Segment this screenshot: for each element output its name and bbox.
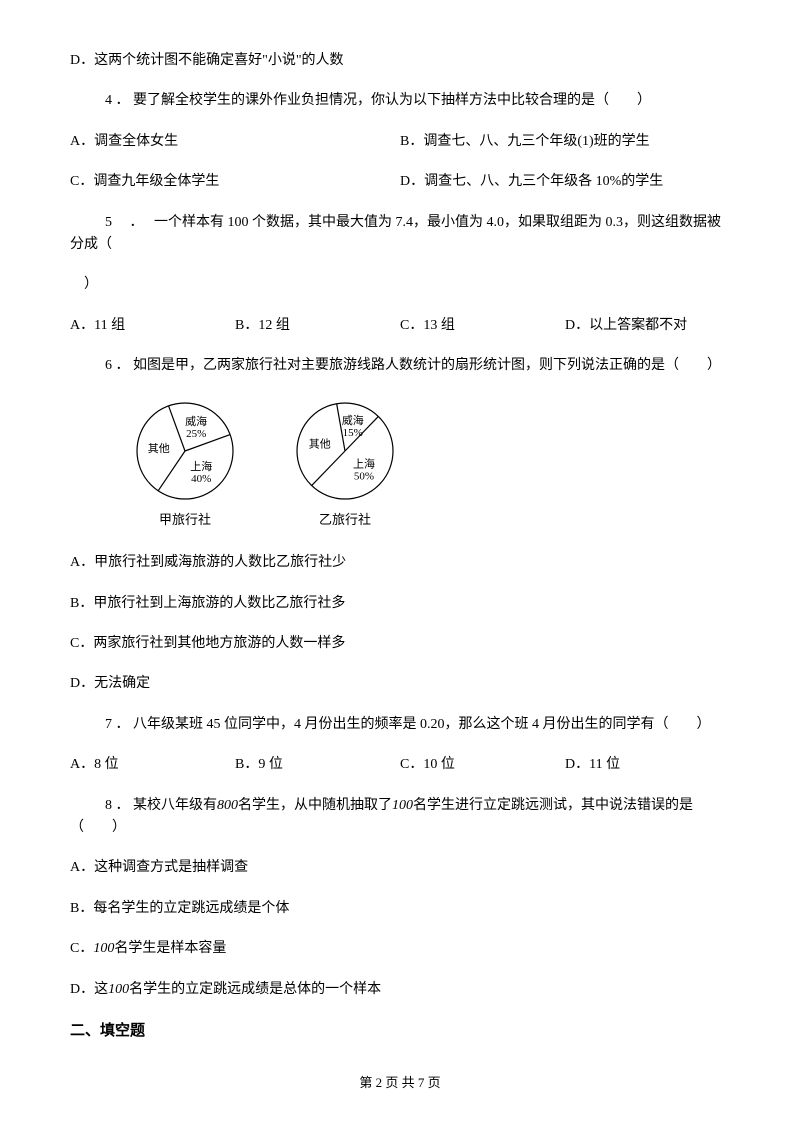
q5-option-c: C．13 组 [400, 315, 565, 337]
prev-question-option-d: D．这两个统计图不能确定喜好"小说"的人数 [70, 50, 730, 72]
q6-right-caption: 乙旅行社 [290, 510, 400, 531]
q8-d-pre: D．这 [70, 982, 108, 997]
q6-stem: 6 ． 如图是甲，乙两家旅行社对主要旅游线路人数统计的扇形统计图，则下列说法正确… [70, 355, 730, 377]
q5-option-b: B．12 组 [235, 315, 400, 337]
q6-chart-left: 威海25% 上海40% 其他 甲旅行社 [130, 396, 240, 531]
q4-option-c: C．调查九年级全体学生 [70, 171, 400, 193]
page-content: D．这两个统计图不能确定喜好"小说"的人数 4 ． 要了解全校学生的课外作业负担… [0, 0, 800, 1124]
svg-text:上海: 上海 [190, 458, 212, 472]
svg-text:上海: 上海 [353, 456, 375, 470]
q7-stem: 7 ． 八年级某班 45 位同学中，4 月份出生的频率是 0.20，那么这个班 … [70, 714, 730, 736]
q6-left-caption: 甲旅行社 [130, 510, 240, 531]
q5-option-a: A．11 组 [70, 315, 235, 337]
q5-stem-l2: ） [70, 274, 730, 296]
pie-chart-yi: 威海15% 上海50% 其他 [290, 396, 400, 506]
q6-charts: 威海25%上海40%其他 甲旅行社 威海15%上海50%其他 乙旅行社 [130, 396, 730, 531]
q8-option-d: D．这100名学生的立定跳远成绩是总体的一个样本 [70, 979, 730, 1001]
section-2-title: 二、填空题 [70, 1019, 730, 1043]
q8-d-post: 名学生的立定跳远成绩是总体的一个样本 [129, 982, 381, 997]
svg-text:其他: 其他 [148, 441, 170, 454]
q8-num1: 800 [217, 798, 238, 813]
q4-option-a: A．调查全体女生 [70, 131, 400, 153]
svg-text:威海: 威海 [185, 414, 207, 428]
q8-d-num: 100 [108, 982, 129, 997]
q4-stem: 4 ． 要了解全校学生的课外作业负担情况，你认为以下抽样方法中比较合理的是（ ） [70, 90, 730, 112]
q8-mid1: 名学生，从中随机抽取了 [238, 798, 392, 813]
q8-num2: 100 [392, 798, 413, 813]
q5-options: A．11 组 B．12 组 C．13 组 D．以上答案都不对 [70, 315, 730, 337]
q8-option-c: C．100名学生是样本容量 [70, 938, 730, 960]
svg-text:其他: 其他 [309, 437, 331, 450]
page-footer: 第 2 页 共 7 页 [70, 1073, 730, 1094]
q4-option-d: D．调查七、八、九三个年级各 10%的学生 [400, 171, 730, 193]
q6-option-a: A．甲旅行社到威海旅游的人数比乙旅行社少 [70, 552, 730, 574]
q7-option-a: A．8 位 [70, 754, 235, 776]
q6-option-b: B．甲旅行社到上海旅游的人数比乙旅行社多 [70, 593, 730, 615]
svg-text:25%: 25% [186, 428, 206, 440]
svg-text:50%: 50% [354, 470, 374, 482]
q7-options: A．8 位 B．9 位 C．10 位 D．11 位 [70, 754, 730, 776]
pie-chart-jia: 威海25% 上海40% 其他 [130, 396, 240, 506]
q4-row2: C．调查九年级全体学生 D．调查七、八、九三个年级各 10%的学生 [70, 171, 730, 193]
q7-option-c: C．10 位 [400, 754, 565, 776]
q4-row1: A．调查全体女生 B．调查七、八、九三个年级(1)班的学生 [70, 131, 730, 153]
svg-text:40%: 40% [191, 472, 211, 484]
svg-text:15%: 15% [343, 426, 363, 438]
q5-stem-l1: 5 ． 一个样本有 100 个数据，其中最大值为 7.4，最小值为 4.0，如果… [70, 212, 730, 257]
q8-pre: 8 ． 某校八年级有 [105, 798, 217, 813]
q7-option-d: D．11 位 [565, 754, 730, 776]
q8-option-b: B．每名学生的立定跳远成绩是个体 [70, 898, 730, 920]
q4-option-b: B．调查七、八、九三个年级(1)班的学生 [400, 131, 730, 153]
svg-text:威海: 威海 [342, 412, 364, 426]
q8-c-pre: C． [70, 941, 93, 956]
q5-option-d: D．以上答案都不对 [565, 315, 730, 337]
q6-option-d: D．无法确定 [70, 673, 730, 695]
q7-option-b: B．9 位 [235, 754, 400, 776]
q8-c-num: 100 [93, 941, 114, 956]
q8-stem: 8 ． 某校八年级有800名学生，从中随机抽取了100名学生进行立定跳远测试，其… [70, 795, 730, 840]
q6-chart-right: 威海15% 上海50% 其他 乙旅行社 [290, 396, 400, 531]
q8-c-post: 名学生是样本容量 [114, 941, 226, 956]
q6-option-c: C．两家旅行社到其他地方旅游的人数一样多 [70, 633, 730, 655]
q8-option-a: A．这种调查方式是抽样调查 [70, 857, 730, 879]
